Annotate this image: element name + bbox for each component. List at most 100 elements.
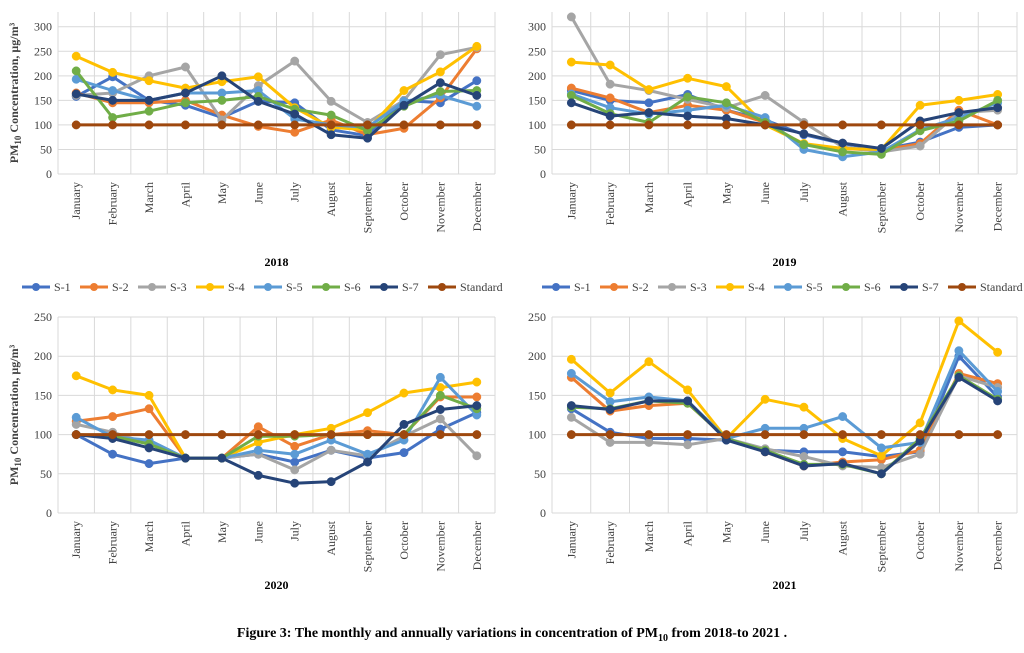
y-tick-label: 100 xyxy=(528,428,546,442)
x-tick-label: February xyxy=(603,521,617,564)
data-point-s-4 xyxy=(915,418,925,428)
y-tick-label: 100 xyxy=(34,428,52,442)
data-point-s-7 xyxy=(683,396,693,406)
data-point-standard xyxy=(253,120,263,130)
data-point-s-3 xyxy=(290,56,300,66)
data-point-standard xyxy=(721,120,731,130)
y-tick-label: 50 xyxy=(534,467,546,481)
data-point-s-5 xyxy=(472,101,482,111)
y-tick-label: 250 xyxy=(528,44,546,58)
data-point-standard xyxy=(760,430,770,440)
chart-title: 2019 xyxy=(773,255,797,269)
data-point-s-2 xyxy=(253,422,263,432)
data-point-s-5 xyxy=(954,346,964,356)
data-point-s-7 xyxy=(683,111,693,121)
data-point-standard xyxy=(993,120,1003,130)
data-point-s-7 xyxy=(363,457,372,467)
data-point-standard xyxy=(363,120,372,130)
x-tick-label: June xyxy=(758,521,772,543)
data-point-s-7 xyxy=(217,71,227,81)
series-line-s-4 xyxy=(75,45,478,132)
y-tick-label: 150 xyxy=(528,388,546,402)
x-tick-label: October xyxy=(397,182,411,221)
data-point-s-7 xyxy=(876,144,886,153)
data-point-s-4 xyxy=(144,390,154,400)
x-tick-label: December xyxy=(470,182,484,231)
data-point-s-7 xyxy=(838,138,848,148)
data-point-standard xyxy=(181,430,190,440)
data-point-s-7 xyxy=(144,443,154,453)
legend-label: S-3 xyxy=(170,280,187,294)
x-tick-label: May xyxy=(215,521,229,543)
figure-caption: Figure 3: The monthly and annually varia… xyxy=(0,626,1024,644)
data-point-s-1 xyxy=(838,447,848,457)
data-point-s-2 xyxy=(108,412,118,422)
data-point-s-4 xyxy=(71,51,81,61)
legend-label: S-3 xyxy=(690,280,707,294)
data-point-s-3 xyxy=(326,96,336,106)
data-point-s-3 xyxy=(915,449,925,459)
data-point-s-7 xyxy=(435,405,445,414)
series-line-s-7 xyxy=(571,375,999,476)
y-tick-label: 250 xyxy=(34,44,52,58)
x-tick-label: October xyxy=(913,521,927,560)
data-point-s-7 xyxy=(399,419,409,429)
y-tick-label: 100 xyxy=(34,118,52,132)
y-tick-label: 150 xyxy=(34,388,52,402)
y-tick-label: 200 xyxy=(34,69,52,83)
data-point-s-7 xyxy=(876,469,886,479)
series-line-s-7 xyxy=(76,404,477,485)
data-point-s-1 xyxy=(108,449,118,459)
data-point-s-3 xyxy=(566,12,576,22)
x-tick-label: June xyxy=(251,521,265,543)
data-point-s-7 xyxy=(108,95,118,105)
data-point-s-7 xyxy=(954,372,964,382)
data-point-s-7 xyxy=(290,109,300,119)
legend-label: S-5 xyxy=(806,280,823,294)
y-tick-label: 50 xyxy=(534,142,546,156)
data-point-standard xyxy=(605,430,615,440)
legend-marker xyxy=(958,283,966,291)
x-tick-label: July xyxy=(288,182,302,202)
data-point-s-6 xyxy=(326,110,336,120)
data-point-s-2 xyxy=(605,93,615,103)
series-line-s-6 xyxy=(76,393,478,460)
data-point-standard xyxy=(144,120,154,130)
data-point-s-7 xyxy=(799,461,809,471)
data-point-s-7 xyxy=(326,130,336,140)
x-tick-label: September xyxy=(361,182,375,233)
x-tick-label: September xyxy=(874,182,888,233)
x-tick-label: April xyxy=(178,181,192,207)
data-point-s-4 xyxy=(108,385,118,395)
data-point-standard xyxy=(435,120,445,130)
data-point-s-4 xyxy=(253,72,263,82)
data-point-s-2 xyxy=(290,441,300,451)
chart-2018: 0 50 100 150 200 250 300 January February March Ap… xyxy=(7,12,496,269)
data-point-s-3 xyxy=(435,50,445,60)
y-tick-label: 0 xyxy=(540,506,546,520)
data-point-s-4 xyxy=(399,86,409,95)
legend-label: S-4 xyxy=(748,280,765,294)
x-tick-label: January xyxy=(564,521,578,558)
data-point-s-3 xyxy=(566,412,576,422)
series-line-s-4 xyxy=(75,374,478,460)
data-point-s-1 xyxy=(290,457,300,467)
x-tick-label: August xyxy=(836,181,850,216)
legend-label: S-2 xyxy=(112,280,129,294)
x-tick-label: March xyxy=(142,182,156,213)
data-point-s-3 xyxy=(915,141,925,151)
legend-label: S-2 xyxy=(632,280,649,294)
legend-label: S-1 xyxy=(574,280,591,294)
data-point-s-7 xyxy=(954,108,964,118)
y-tick-label: 200 xyxy=(528,69,546,83)
x-tick-label: September xyxy=(874,521,888,572)
legend-marker xyxy=(900,283,908,291)
data-point-s-7 xyxy=(993,103,1003,113)
data-point-standard xyxy=(399,120,409,130)
data-point-s-5 xyxy=(838,412,848,422)
legend-label: Standard xyxy=(460,280,503,294)
data-point-s-1 xyxy=(144,459,154,469)
data-point-s-4 xyxy=(683,385,693,395)
x-tick-label: April xyxy=(681,181,695,207)
data-point-standard xyxy=(144,430,154,440)
